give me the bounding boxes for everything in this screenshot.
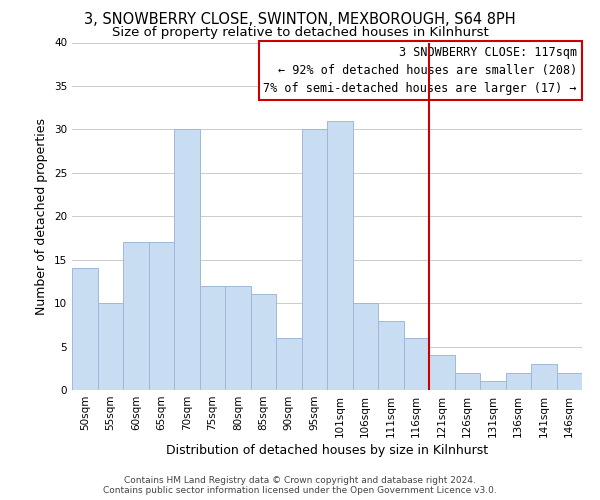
Bar <box>353 303 378 390</box>
Text: Contains HM Land Registry data © Crown copyright and database right 2024.
Contai: Contains HM Land Registry data © Crown c… <box>103 476 497 495</box>
Bar <box>72 268 97 390</box>
Bar <box>276 338 302 390</box>
Bar <box>251 294 276 390</box>
Bar <box>557 372 582 390</box>
Bar <box>531 364 557 390</box>
X-axis label: Distribution of detached houses by size in Kilnhurst: Distribution of detached houses by size … <box>166 444 488 457</box>
Bar <box>123 242 149 390</box>
Text: 3 SNOWBERRY CLOSE: 117sqm
← 92% of detached houses are smaller (208)
7% of semi-: 3 SNOWBERRY CLOSE: 117sqm ← 92% of detac… <box>263 46 577 95</box>
Bar <box>327 120 353 390</box>
Bar <box>225 286 251 390</box>
Bar <box>429 355 455 390</box>
Bar <box>149 242 174 390</box>
Bar <box>302 130 327 390</box>
Bar <box>378 320 404 390</box>
Bar <box>97 303 123 390</box>
Bar <box>455 372 480 390</box>
Text: Size of property relative to detached houses in Kilnhurst: Size of property relative to detached ho… <box>112 26 488 39</box>
Bar <box>174 130 199 390</box>
Y-axis label: Number of detached properties: Number of detached properties <box>35 118 49 315</box>
Bar <box>480 382 505 390</box>
Text: 3, SNOWBERRY CLOSE, SWINTON, MEXBOROUGH, S64 8PH: 3, SNOWBERRY CLOSE, SWINTON, MEXBOROUGH,… <box>84 12 516 28</box>
Bar <box>505 372 531 390</box>
Bar <box>404 338 429 390</box>
Bar <box>199 286 225 390</box>
